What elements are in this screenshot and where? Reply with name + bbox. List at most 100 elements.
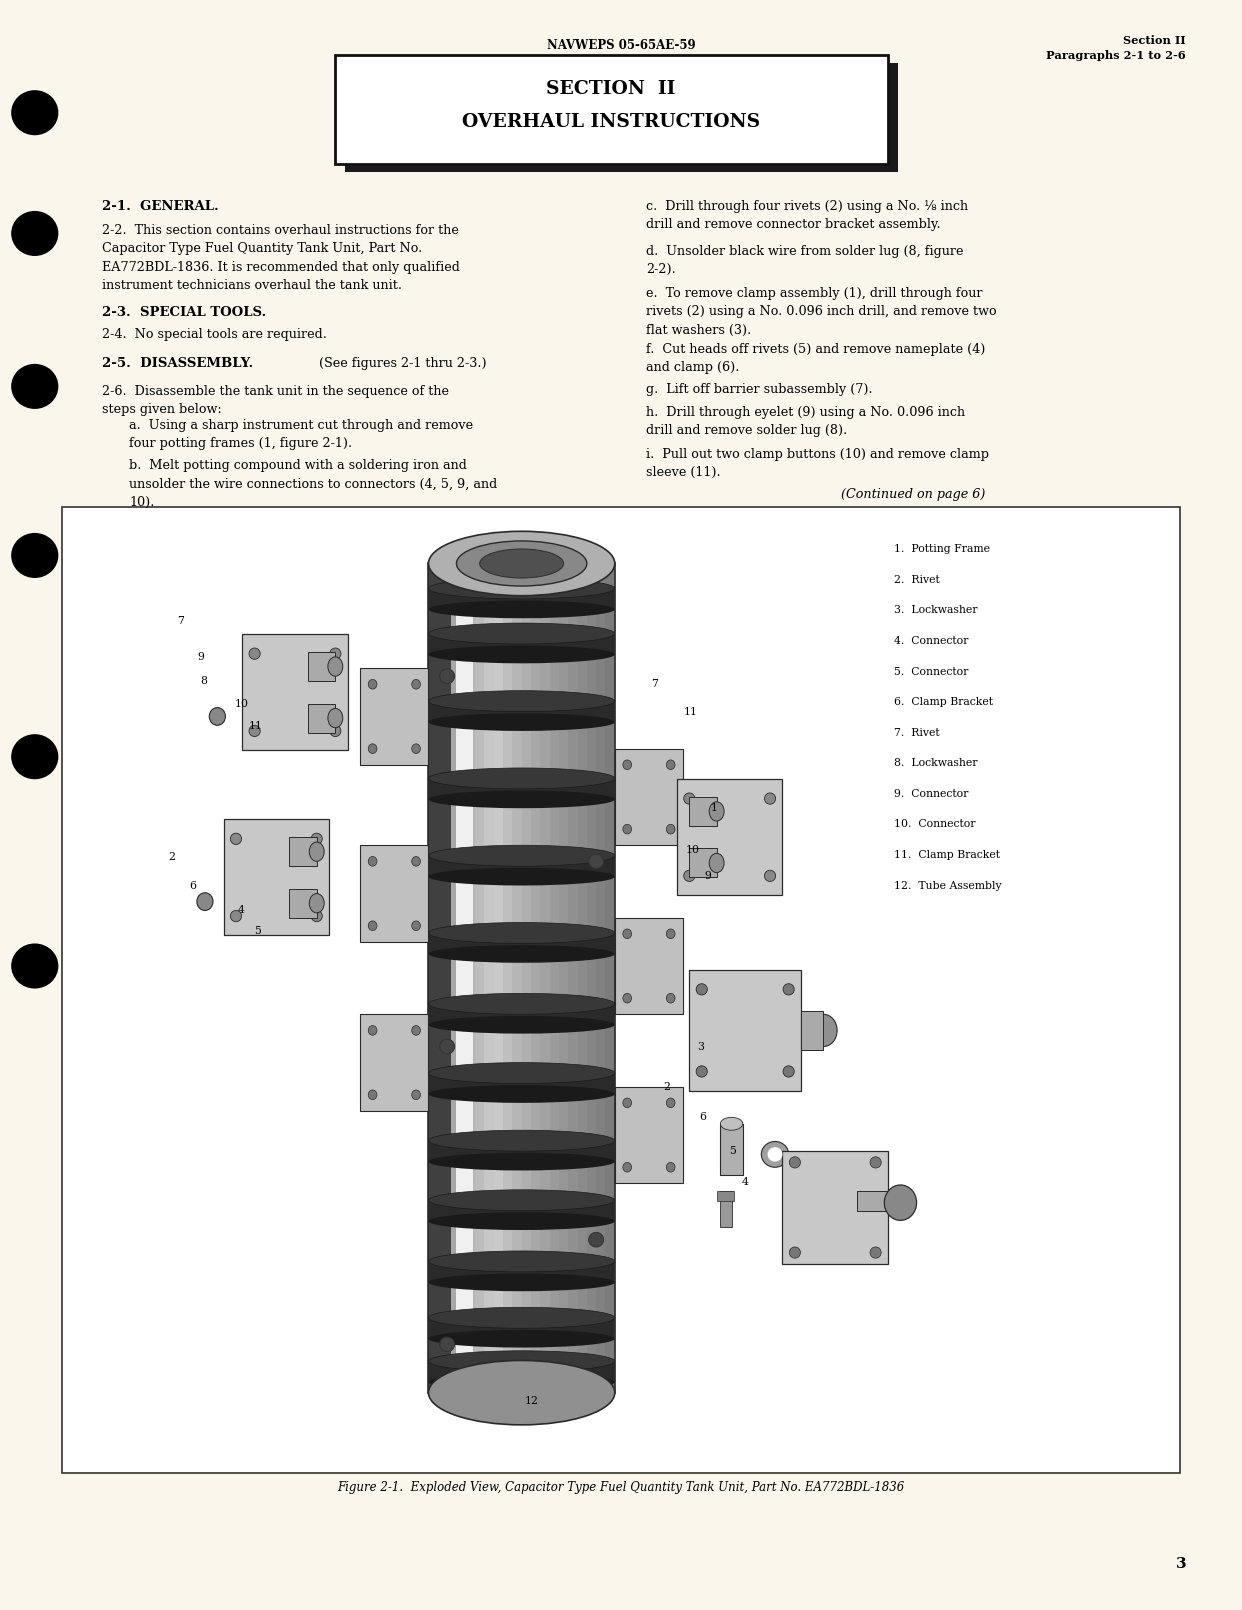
Ellipse shape	[368, 1090, 376, 1100]
Bar	[428, 1201, 615, 1220]
Ellipse shape	[411, 857, 420, 866]
Ellipse shape	[411, 921, 420, 931]
Ellipse shape	[623, 929, 632, 939]
Ellipse shape	[764, 792, 775, 803]
Text: d.  Unsolder black wire from solder lug (8, figure
2-2).: d. Unsolder black wire from solder lug (…	[646, 245, 964, 277]
Text: (See figures 2-1 thru 2-3.): (See figures 2-1 thru 2-3.)	[315, 357, 487, 370]
Bar	[717, 1191, 734, 1201]
Ellipse shape	[11, 211, 58, 256]
Bar	[289, 889, 317, 918]
Ellipse shape	[709, 853, 724, 873]
Text: 9: 9	[704, 871, 712, 881]
Ellipse shape	[310, 834, 323, 844]
Ellipse shape	[782, 1066, 795, 1077]
Bar	[559, 564, 569, 1393]
Text: 9.  Connector: 9. Connector	[894, 789, 969, 799]
Bar	[360, 1014, 428, 1111]
Ellipse shape	[330, 647, 340, 660]
Ellipse shape	[884, 1185, 917, 1220]
Bar	[308, 652, 335, 681]
Text: 2-5.  DISASSEMBLY.: 2-5. DISASSEMBLY.	[102, 357, 253, 370]
Bar	[428, 564, 437, 1393]
Ellipse shape	[428, 845, 615, 866]
Text: 2: 2	[663, 1082, 671, 1092]
Ellipse shape	[667, 824, 676, 834]
Bar	[689, 848, 717, 877]
Text: 2.  Rivet: 2. Rivet	[894, 575, 940, 584]
Ellipse shape	[248, 647, 261, 660]
Text: 5: 5	[729, 1146, 737, 1156]
Ellipse shape	[428, 1212, 615, 1230]
Text: i.  Pull out two clamp buttons (10) and remove clamp
sleeve (11).: i. Pull out two clamp buttons (10) and r…	[646, 448, 989, 480]
Text: g.  Lift off barrier subassembly (7).: g. Lift off barrier subassembly (7).	[646, 383, 872, 396]
Bar	[615, 918, 683, 1014]
Ellipse shape	[782, 984, 795, 995]
Ellipse shape	[696, 984, 708, 995]
Ellipse shape	[11, 90, 58, 135]
Text: 4.  Connector: 4. Connector	[894, 636, 969, 646]
Ellipse shape	[310, 910, 323, 921]
Ellipse shape	[667, 1098, 676, 1108]
Ellipse shape	[720, 1117, 743, 1130]
Bar	[428, 588, 615, 609]
Bar	[62, 507, 1180, 1473]
Ellipse shape	[667, 760, 676, 770]
Text: e.  To remove clamp assembly (1), drill through four
rivets (2) using a No. 0.09: e. To remove clamp assembly (1), drill t…	[646, 287, 996, 336]
Ellipse shape	[428, 691, 615, 712]
Ellipse shape	[411, 744, 420, 753]
Bar	[720, 1191, 732, 1227]
Text: NAVWEPS 05-65AE-59: NAVWEPS 05-65AE-59	[546, 39, 696, 52]
Bar	[532, 564, 540, 1393]
Ellipse shape	[428, 578, 615, 599]
Text: 7: 7	[651, 679, 658, 689]
Bar	[615, 1087, 683, 1183]
Ellipse shape	[428, 1130, 615, 1151]
Bar	[782, 1151, 888, 1264]
Bar	[428, 778, 615, 799]
Ellipse shape	[428, 1330, 615, 1348]
Bar	[428, 934, 615, 953]
Ellipse shape	[428, 868, 615, 886]
Text: 3: 3	[697, 1042, 704, 1051]
Bar	[596, 564, 606, 1393]
Ellipse shape	[869, 1246, 881, 1259]
Bar	[437, 564, 447, 1393]
Ellipse shape	[440, 670, 455, 683]
Text: 2-2.  This section contains overhaul instructions for the
Capacitor Type Fuel Qu: 2-2. This section contains overhaul inst…	[102, 224, 460, 293]
Text: OVERHAUL INSTRUCTIONS: OVERHAUL INSTRUCTIONS	[462, 113, 760, 130]
Ellipse shape	[683, 869, 696, 882]
Bar	[493, 564, 503, 1393]
Bar	[720, 1124, 743, 1175]
Ellipse shape	[428, 1016, 615, 1034]
Ellipse shape	[810, 1014, 837, 1046]
Ellipse shape	[623, 993, 632, 1003]
Text: 5: 5	[253, 926, 261, 935]
Ellipse shape	[428, 1153, 615, 1170]
Bar	[457, 564, 466, 1393]
Ellipse shape	[428, 1274, 615, 1291]
Text: 2: 2	[168, 852, 175, 861]
Text: 6: 6	[189, 881, 196, 890]
Bar	[540, 564, 549, 1393]
Ellipse shape	[761, 1141, 789, 1167]
Text: 2-6.  Disassemble the tank unit in the sequence of the
steps given below:: 2-6. Disassemble the tank unit in the se…	[102, 385, 448, 417]
Ellipse shape	[764, 869, 775, 882]
Bar	[289, 837, 317, 866]
Bar	[360, 668, 428, 765]
Text: 6.  Clamp Bracket: 6. Clamp Bracket	[894, 697, 994, 707]
Bar	[428, 1072, 615, 1095]
Bar	[586, 564, 596, 1393]
Bar	[615, 749, 683, 845]
Bar	[857, 1191, 902, 1211]
Ellipse shape	[623, 824, 632, 834]
Ellipse shape	[623, 1162, 632, 1172]
Ellipse shape	[328, 657, 343, 676]
Text: 11: 11	[248, 721, 263, 731]
Text: 1: 1	[710, 803, 718, 813]
Ellipse shape	[667, 993, 676, 1003]
Ellipse shape	[196, 892, 214, 911]
Ellipse shape	[428, 713, 615, 731]
Ellipse shape	[589, 853, 604, 869]
Bar	[428, 633, 615, 654]
Text: 3: 3	[1175, 1557, 1186, 1571]
